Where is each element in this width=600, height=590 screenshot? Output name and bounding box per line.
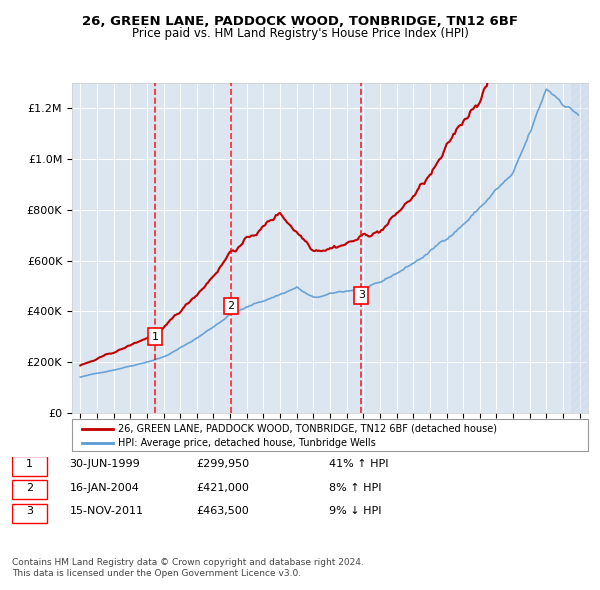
Text: 41% ↑ HPI: 41% ↑ HPI [329, 458, 388, 468]
Text: 30-JUN-1999: 30-JUN-1999 [70, 458, 140, 468]
Text: 26, GREEN LANE, PADDOCK WOOD, TONBRIDGE, TN12 6BF: 26, GREEN LANE, PADDOCK WOOD, TONBRIDGE,… [82, 15, 518, 28]
Text: Contains HM Land Registry data © Crown copyright and database right 2024.: Contains HM Land Registry data © Crown c… [12, 558, 364, 566]
Text: 3: 3 [26, 506, 33, 516]
Text: 16-JAN-2004: 16-JAN-2004 [70, 483, 139, 493]
Bar [571, 83, 588, 413]
Text: This data is licensed under the Open Government Licence v3.0.: This data is licensed under the Open Gov… [12, 569, 301, 578]
Text: Price paid vs. HM Land Registry's House Price Index (HPI): Price paid vs. HM Land Registry's House … [131, 27, 469, 40]
Text: 8% ↑ HPI: 8% ↑ HPI [329, 483, 382, 493]
Text: 2: 2 [227, 301, 235, 311]
Text: 9% ↓ HPI: 9% ↓ HPI [329, 506, 382, 516]
Text: £421,000: £421,000 [196, 483, 249, 493]
Text: 3: 3 [358, 290, 365, 300]
Text: 15-NOV-2011: 15-NOV-2011 [70, 506, 143, 516]
Text: £299,950: £299,950 [196, 458, 250, 468]
FancyBboxPatch shape [12, 457, 47, 476]
FancyBboxPatch shape [12, 480, 47, 500]
Text: HPI: Average price, detached house, Tunbridge Wells: HPI: Average price, detached house, Tunb… [118, 438, 376, 448]
Text: 1: 1 [152, 332, 158, 342]
FancyBboxPatch shape [12, 504, 47, 523]
Text: 26, GREEN LANE, PADDOCK WOOD, TONBRIDGE, TN12 6BF (detached house): 26, GREEN LANE, PADDOCK WOOD, TONBRIDGE,… [118, 424, 497, 434]
Text: £463,500: £463,500 [196, 506, 249, 516]
FancyBboxPatch shape [72, 419, 588, 451]
Text: 1: 1 [26, 458, 33, 468]
Text: 2: 2 [26, 483, 33, 493]
